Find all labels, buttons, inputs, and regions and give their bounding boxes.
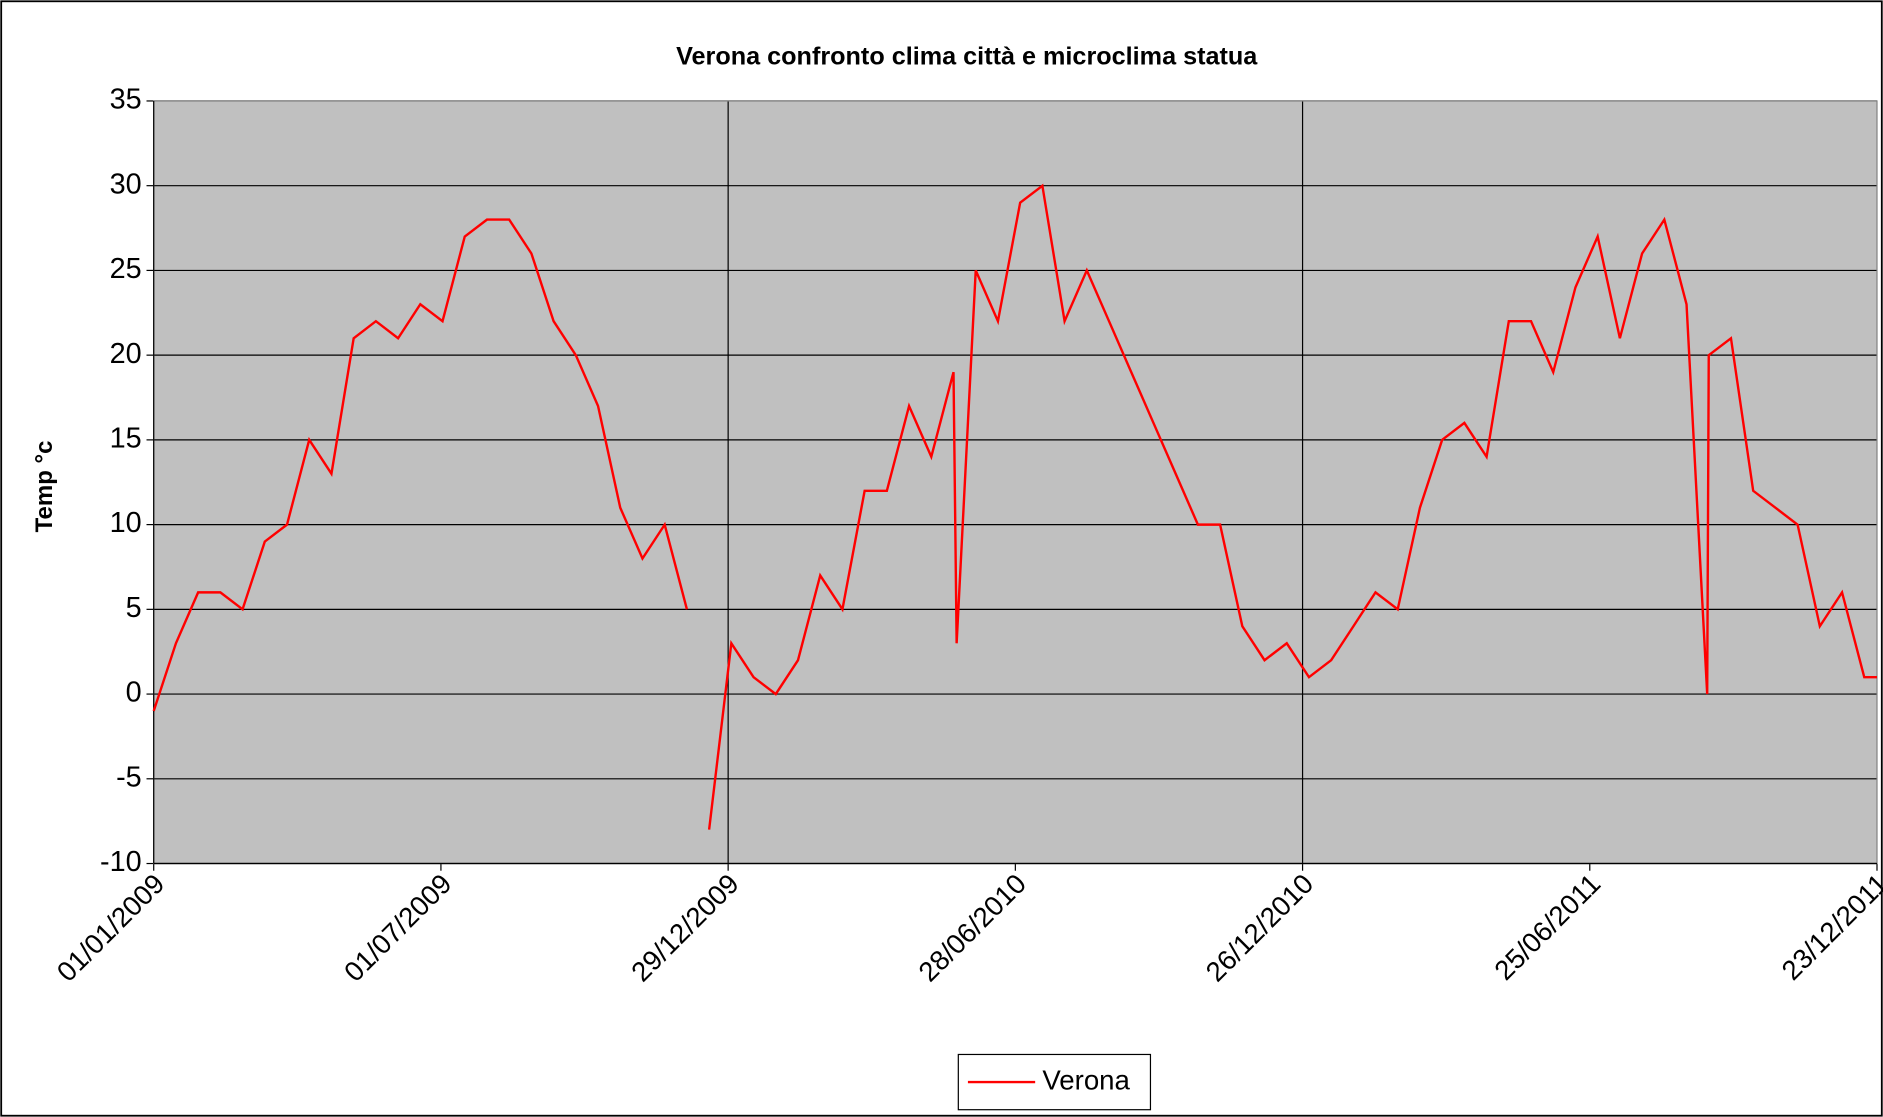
y-tick-label: 5 bbox=[126, 592, 142, 624]
y-tick-label: 0 bbox=[126, 677, 142, 709]
legend-label: Verona bbox=[1042, 1064, 1130, 1095]
y-tick-label: 30 bbox=[110, 168, 142, 200]
chart-title: Verona confronto clima città e microclim… bbox=[676, 42, 1258, 70]
y-tick-label: -10 bbox=[100, 846, 142, 878]
y-axis-label: Temp °c bbox=[31, 441, 58, 533]
y-tick-label: 35 bbox=[110, 84, 142, 116]
data-line bbox=[152, 183, 1877, 830]
y-tick-label: 20 bbox=[110, 338, 142, 370]
y-tick-label: 10 bbox=[110, 507, 142, 539]
y-tick-label: 15 bbox=[110, 422, 142, 454]
plot-area bbox=[153, 100, 1877, 864]
legend: Verona bbox=[957, 1053, 1152, 1111]
y-tick-label: 25 bbox=[110, 253, 142, 285]
y-tick-label: -5 bbox=[116, 761, 142, 793]
